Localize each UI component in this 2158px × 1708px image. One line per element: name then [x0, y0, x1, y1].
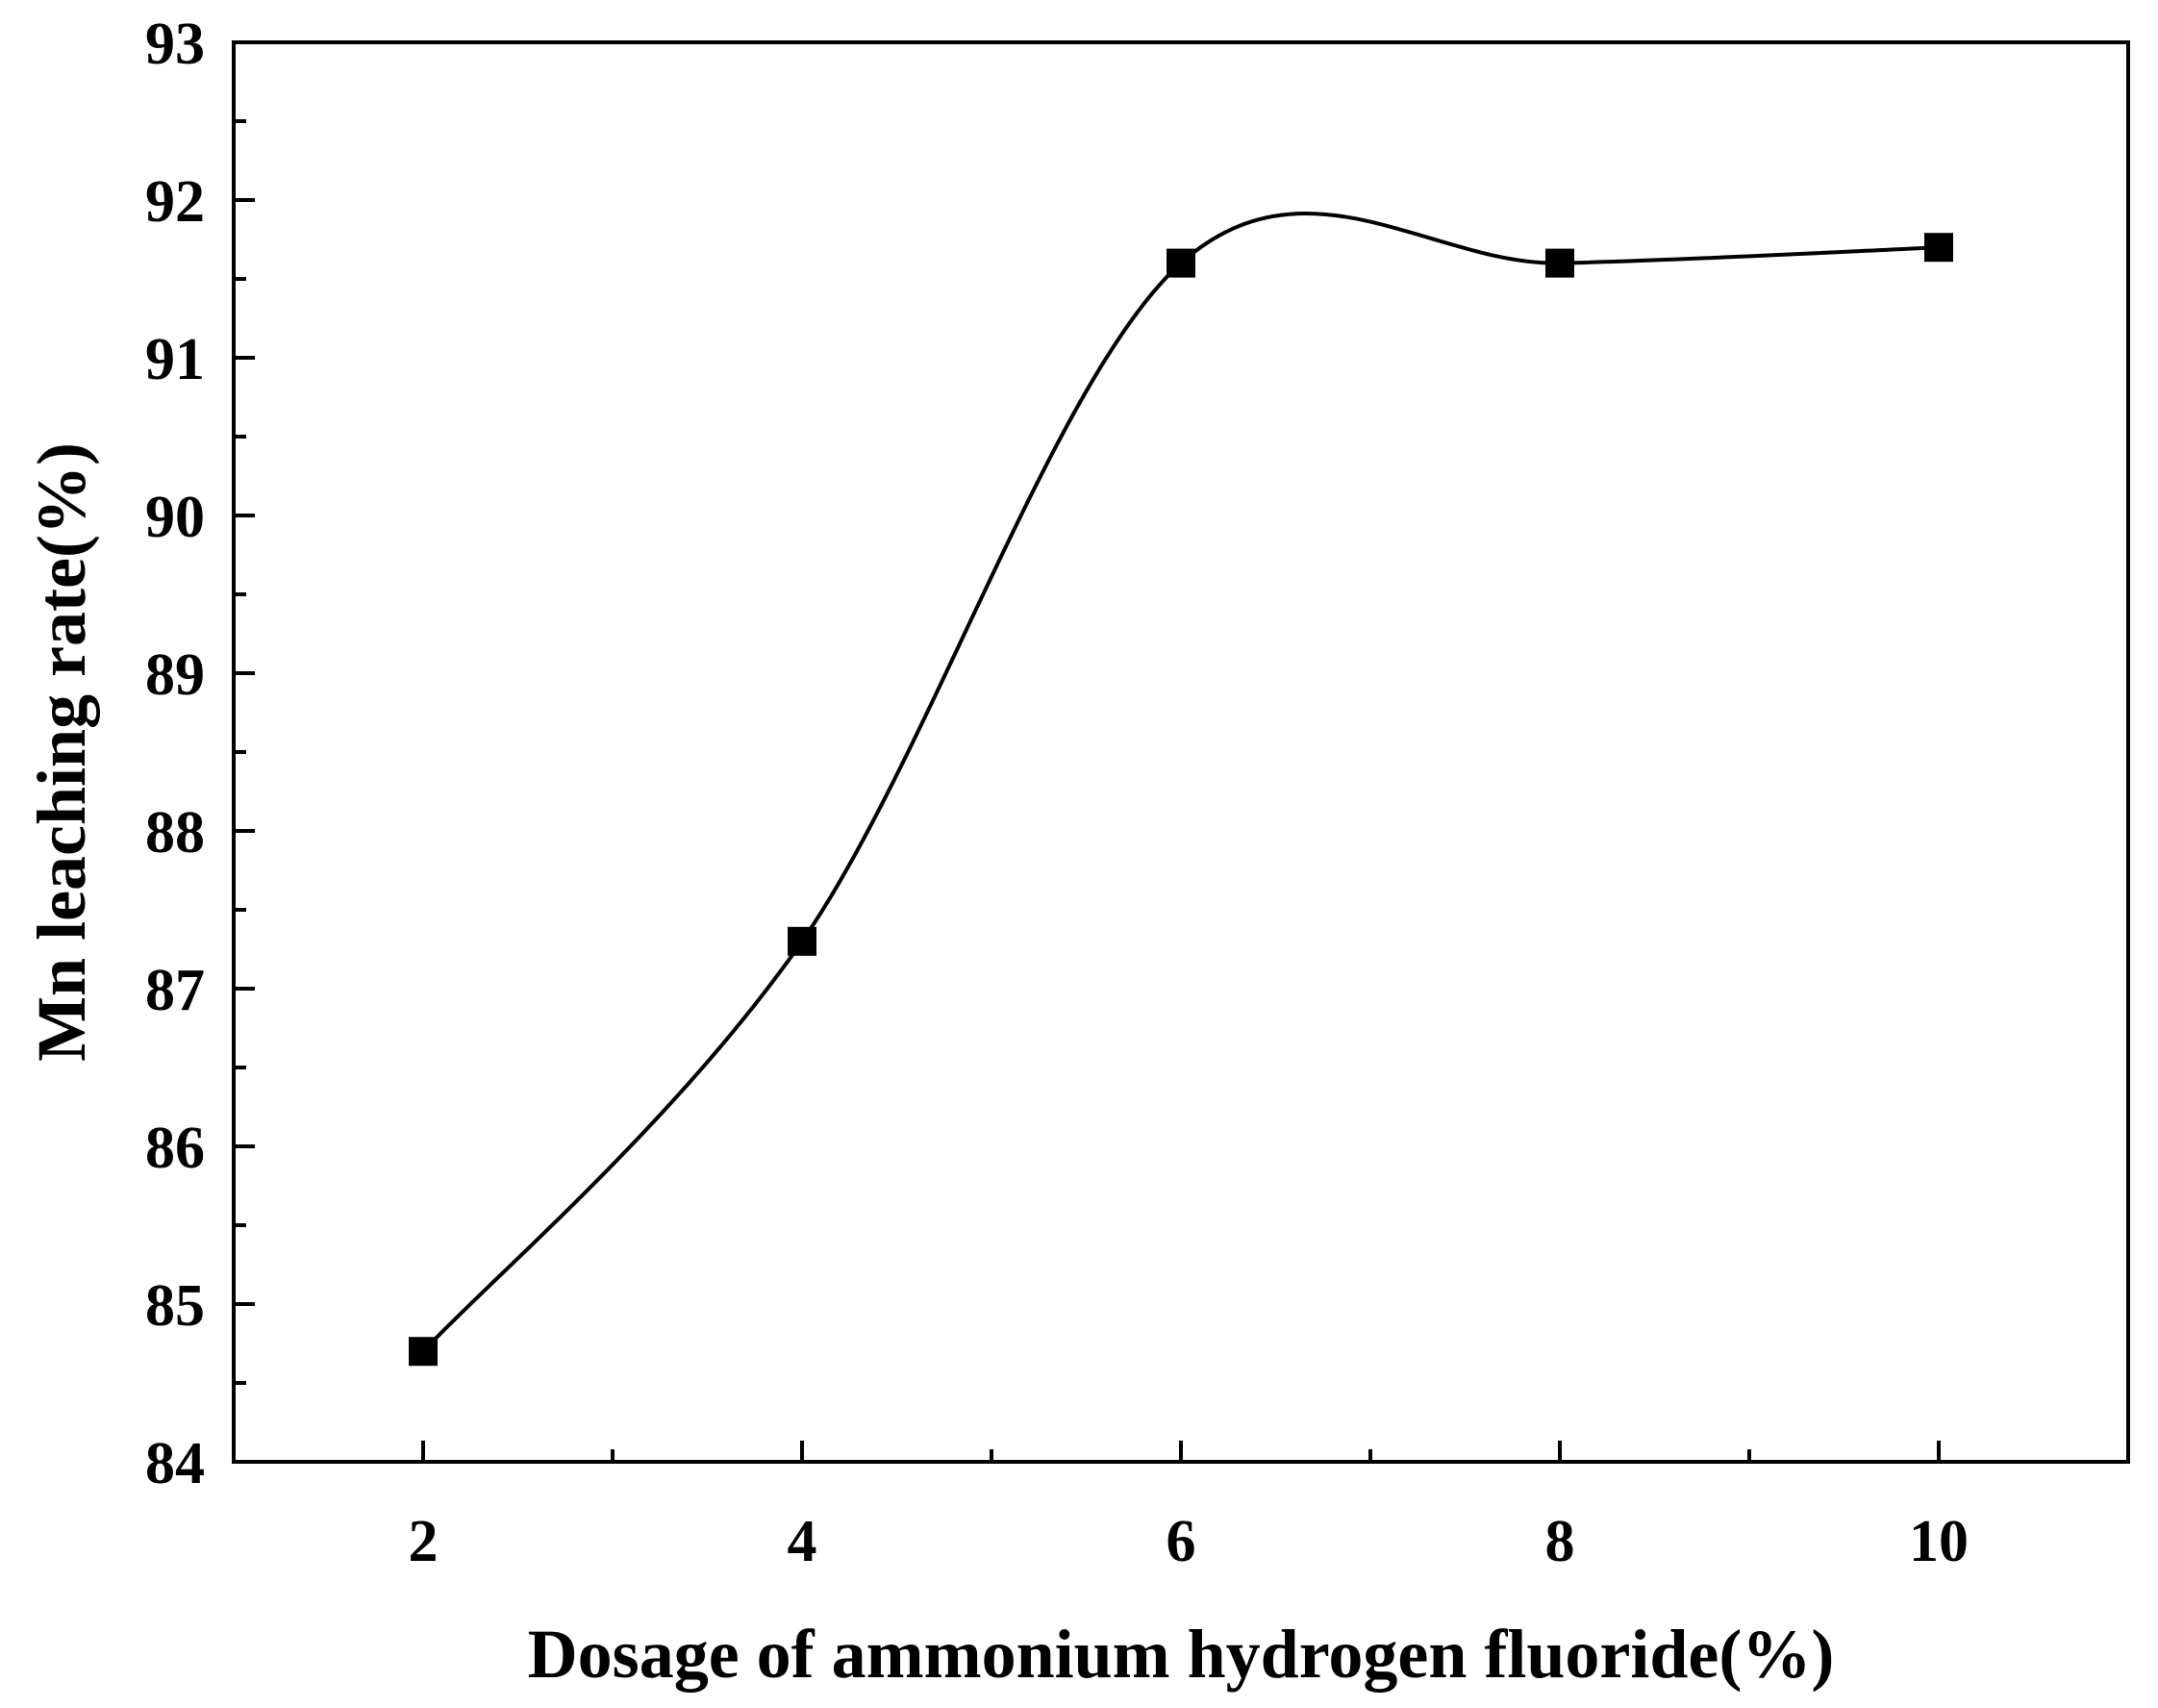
y-tick-label-91: 91 [145, 327, 205, 392]
y-tick-label-89: 89 [145, 642, 205, 708]
y-axis-title: Mn leaching rate(%) [23, 442, 100, 1062]
x-axis-ticks: 2 4 6 8 10 [409, 1441, 1969, 1574]
x-tick-label-2: 2 [409, 1509, 439, 1574]
plot-area [409, 212, 1953, 1367]
plot-frame [232, 40, 2130, 1464]
x-axis-title: Dosage of ammonium hydrogen fluoride(%) [528, 1616, 1835, 1693]
y-tick-label-85: 85 [145, 1273, 205, 1339]
y-tick-label-87: 87 [145, 958, 205, 1023]
series-line [421, 212, 1940, 1353]
data-point-4 [788, 926, 816, 956]
x-tick-label-10: 10 [1909, 1509, 1969, 1574]
x-tick-label-6: 6 [1167, 1509, 1196, 1574]
y-tick-label-86: 86 [145, 1116, 205, 1181]
data-point-8 [1545, 248, 1574, 278]
data-point-2 [409, 1337, 438, 1367]
x-tick-label-4: 4 [788, 1509, 817, 1574]
data-point-10 [1924, 233, 1953, 263]
y-axis-ticks: 84 85 86 87 88 89 90 91 92 93 [145, 12, 255, 1496]
y-tick-label-88: 88 [145, 800, 205, 866]
y-tick-label-90: 90 [145, 485, 205, 550]
y-tick-label-92: 92 [145, 169, 205, 235]
y-tick-label-84: 84 [145, 1431, 205, 1496]
y-tick-label-93: 93 [145, 12, 205, 77]
data-point-6 [1167, 248, 1195, 278]
x-tick-label-8: 8 [1545, 1509, 1575, 1574]
